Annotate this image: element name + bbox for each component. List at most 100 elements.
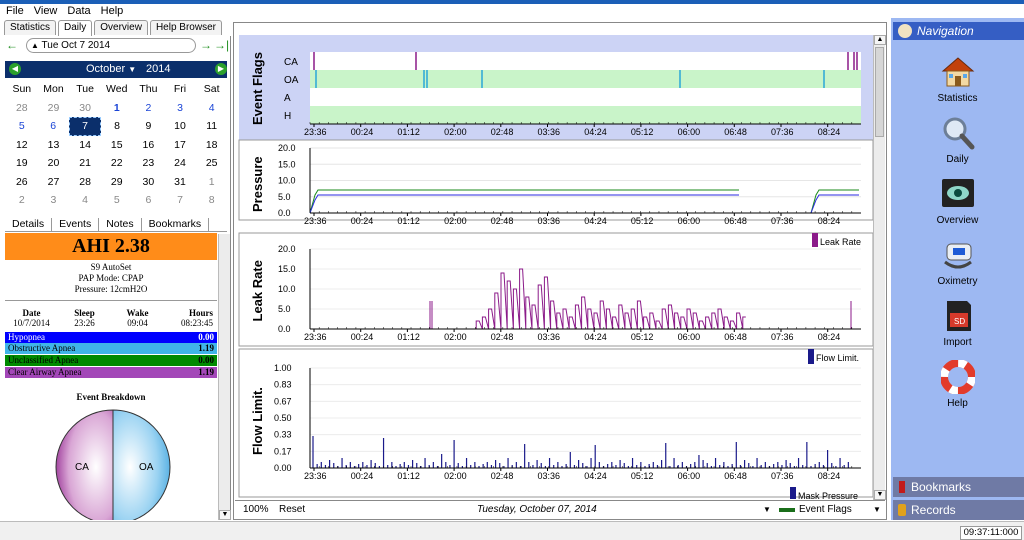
calendar-month-select[interactable]: October ▼ bbox=[86, 61, 136, 78]
graphs-svg: Event Flags CA OA AH 23:36 00:24 01:12 02:00 02:… bbox=[238, 35, 874, 501]
next-month-icon[interactable]: ▶ bbox=[215, 63, 227, 75]
tab-statistics[interactable]: Statistics bbox=[4, 20, 57, 35]
calendar-day[interactable]: 29 bbox=[47, 101, 60, 114]
calendar-day-selected[interactable]: 7 bbox=[68, 116, 102, 136]
nav-help[interactable]: Help bbox=[891, 359, 1024, 409]
leak-x-tick-label: 06:00 bbox=[678, 332, 701, 342]
tab-events[interactable]: Events bbox=[52, 218, 100, 232]
bookmarks-section[interactable]: Bookmarks bbox=[893, 477, 1024, 497]
graph-scrollbar[interactable]: ▲ ▼ bbox=[873, 35, 886, 500]
menu-view[interactable]: View bbox=[33, 5, 58, 17]
calendar-day[interactable]: 5 bbox=[113, 194, 120, 207]
nav-daily[interactable]: Daily bbox=[891, 116, 1024, 165]
date-field[interactable]: ▲ Tue Oct 7 2014 bbox=[26, 38, 196, 53]
calendar-year[interactable]: 2014 bbox=[146, 63, 171, 75]
nav-statistics[interactable]: Statistics bbox=[891, 55, 1024, 104]
event-row-hypopnea[interactable]: Hypopnea 0.00 bbox=[5, 332, 217, 343]
calendar-day[interactable]: 7 bbox=[177, 194, 183, 207]
calendar-day[interactable]: 24 bbox=[174, 157, 186, 170]
calendar-toggle-icon[interactable]: ▲ bbox=[31, 41, 39, 50]
calendar-day[interactable]: 20 bbox=[47, 157, 60, 170]
tab-details[interactable]: Details bbox=[5, 218, 53, 232]
pressure-x-tick-label: 03:36 bbox=[538, 216, 561, 226]
pressure-series-blue bbox=[810, 194, 859, 214]
calendar-day[interactable]: 19 bbox=[15, 157, 28, 170]
tab-help-browser[interactable]: Help Browser bbox=[149, 20, 222, 35]
scroll-down-icon[interactable]: ▼ bbox=[874, 490, 886, 500]
calendar-day[interactable]: 17 bbox=[174, 138, 186, 151]
calendar-day[interactable]: 3 bbox=[177, 101, 183, 114]
calendar-day[interactable]: 4 bbox=[208, 101, 215, 114]
menu-file[interactable]: File bbox=[6, 5, 24, 17]
reset-button[interactable]: Reset bbox=[279, 504, 306, 515]
calendar-day[interactable]: 30 bbox=[142, 175, 155, 188]
flag-row-label: OA bbox=[284, 75, 299, 86]
scroll-thumb[interactable] bbox=[875, 47, 884, 137]
col-sleep-header: Sleep bbox=[74, 308, 95, 318]
event-row-clear-airway[interactable]: Clear Airway Apnea 1.19 bbox=[5, 367, 217, 378]
calendar-day[interactable]: 8 bbox=[114, 120, 120, 133]
calendar-day[interactable]: 15 bbox=[110, 138, 123, 151]
nav-oximetry[interactable]: Oximetry bbox=[891, 238, 1024, 287]
calendar-day[interactable]: 26 bbox=[15, 175, 28, 188]
nav-overview[interactable]: Overview bbox=[891, 177, 1024, 226]
next-day-arrow-icon[interactable]: → bbox=[200, 38, 212, 52]
navigation-header[interactable]: Navigation bbox=[893, 22, 1024, 40]
left-panel-scrollbar[interactable]: ▼ bbox=[218, 234, 231, 520]
event-name: Clear Airway Apnea bbox=[8, 367, 82, 377]
calendar-day[interactable]: 6 bbox=[145, 194, 152, 207]
calendar-day[interactable]: 14 bbox=[79, 139, 91, 151]
calendar-day[interactable]: 25 bbox=[205, 157, 218, 170]
calendar-day[interactable]: 10 bbox=[174, 120, 186, 133]
menu-help[interactable]: Help bbox=[100, 5, 124, 17]
calendar-day[interactable]: 8 bbox=[208, 194, 215, 207]
calendar-day[interactable]: 28 bbox=[79, 175, 91, 188]
calendar-day[interactable]: 12 bbox=[15, 138, 28, 151]
calendar-day[interactable]: 1 bbox=[208, 175, 215, 188]
tab-notes[interactable]: Notes bbox=[99, 218, 142, 232]
calendar-day[interactable]: 5 bbox=[18, 120, 25, 133]
tab-bookmarks[interactable]: Bookmarks bbox=[142, 218, 210, 232]
graph-select[interactable]: Event Flags bbox=[799, 504, 852, 515]
calendar-day[interactable]: 31 bbox=[174, 175, 186, 188]
graph-select-arrow-icon[interactable]: ▼ bbox=[873, 505, 881, 514]
leak-y-tick-label: 10.0 bbox=[278, 284, 296, 294]
menu-data[interactable]: Data bbox=[67, 5, 91, 17]
calendar-day[interactable]: 30 bbox=[79, 101, 91, 114]
calendar-day[interactable]: 18 bbox=[205, 138, 218, 151]
calendar-day[interactable]: 21 bbox=[79, 157, 91, 170]
calendar-day[interactable]: 23 bbox=[142, 157, 155, 170]
scroll-up-icon[interactable]: ▲ bbox=[874, 35, 886, 45]
records-section[interactable]: Records bbox=[893, 500, 1024, 520]
weekday-mon: Mon bbox=[43, 83, 64, 96]
calendar-day[interactable]: 3 bbox=[50, 194, 57, 207]
bottom-date: Tuesday, October 07, 2014 bbox=[477, 504, 597, 515]
flow-x-tick-label: 05:12 bbox=[631, 471, 654, 481]
calendar-day[interactable]: 2 bbox=[18, 194, 25, 207]
calendar-day[interactable]: 13 bbox=[47, 138, 60, 151]
last-day-arrow-icon[interactable]: →| bbox=[214, 38, 230, 52]
nav-import[interactable]: SD Import bbox=[891, 299, 1024, 348]
event-breakdown-chart: Event Breakdown CA OA bbox=[5, 392, 217, 525]
previous-day-arrow-icon[interactable]: ← bbox=[6, 38, 18, 52]
bookmarks-label: Bookmarks bbox=[911, 480, 972, 494]
calendar-day[interactable]: 27 bbox=[47, 175, 60, 188]
scroll-down-icon[interactable]: ▼ bbox=[219, 510, 231, 520]
event-row-obstructive[interactable]: Obstructive Apnea 1.19 bbox=[5, 343, 217, 354]
graph-select-dropdown-icon[interactable]: ▼ bbox=[763, 505, 771, 514]
calendar-day[interactable]: 16 bbox=[142, 138, 155, 151]
calendar-day[interactable]: 1 bbox=[113, 101, 120, 114]
event-row-unclassified[interactable]: Unclassified Apnea 0.00 bbox=[5, 355, 217, 366]
calendar-day[interactable]: 9 bbox=[145, 120, 152, 133]
calendar-day[interactable]: 4 bbox=[82, 194, 89, 207]
sleep-date: 10/7/2014 bbox=[13, 318, 50, 328]
calendar-day[interactable]: 6 bbox=[50, 120, 57, 133]
tab-daily[interactable]: Daily bbox=[58, 20, 93, 36]
calendar-day[interactable]: 22 bbox=[110, 157, 123, 170]
calendar-day[interactable]: 2 bbox=[145, 101, 152, 114]
calendar-day[interactable]: 28 bbox=[15, 101, 28, 114]
calendar-day[interactable]: 11 bbox=[206, 120, 218, 133]
previous-month-icon[interactable]: ◀ bbox=[9, 63, 21, 75]
calendar-day[interactable]: 29 bbox=[110, 175, 123, 188]
tab-overview[interactable]: Overview bbox=[94, 20, 148, 35]
